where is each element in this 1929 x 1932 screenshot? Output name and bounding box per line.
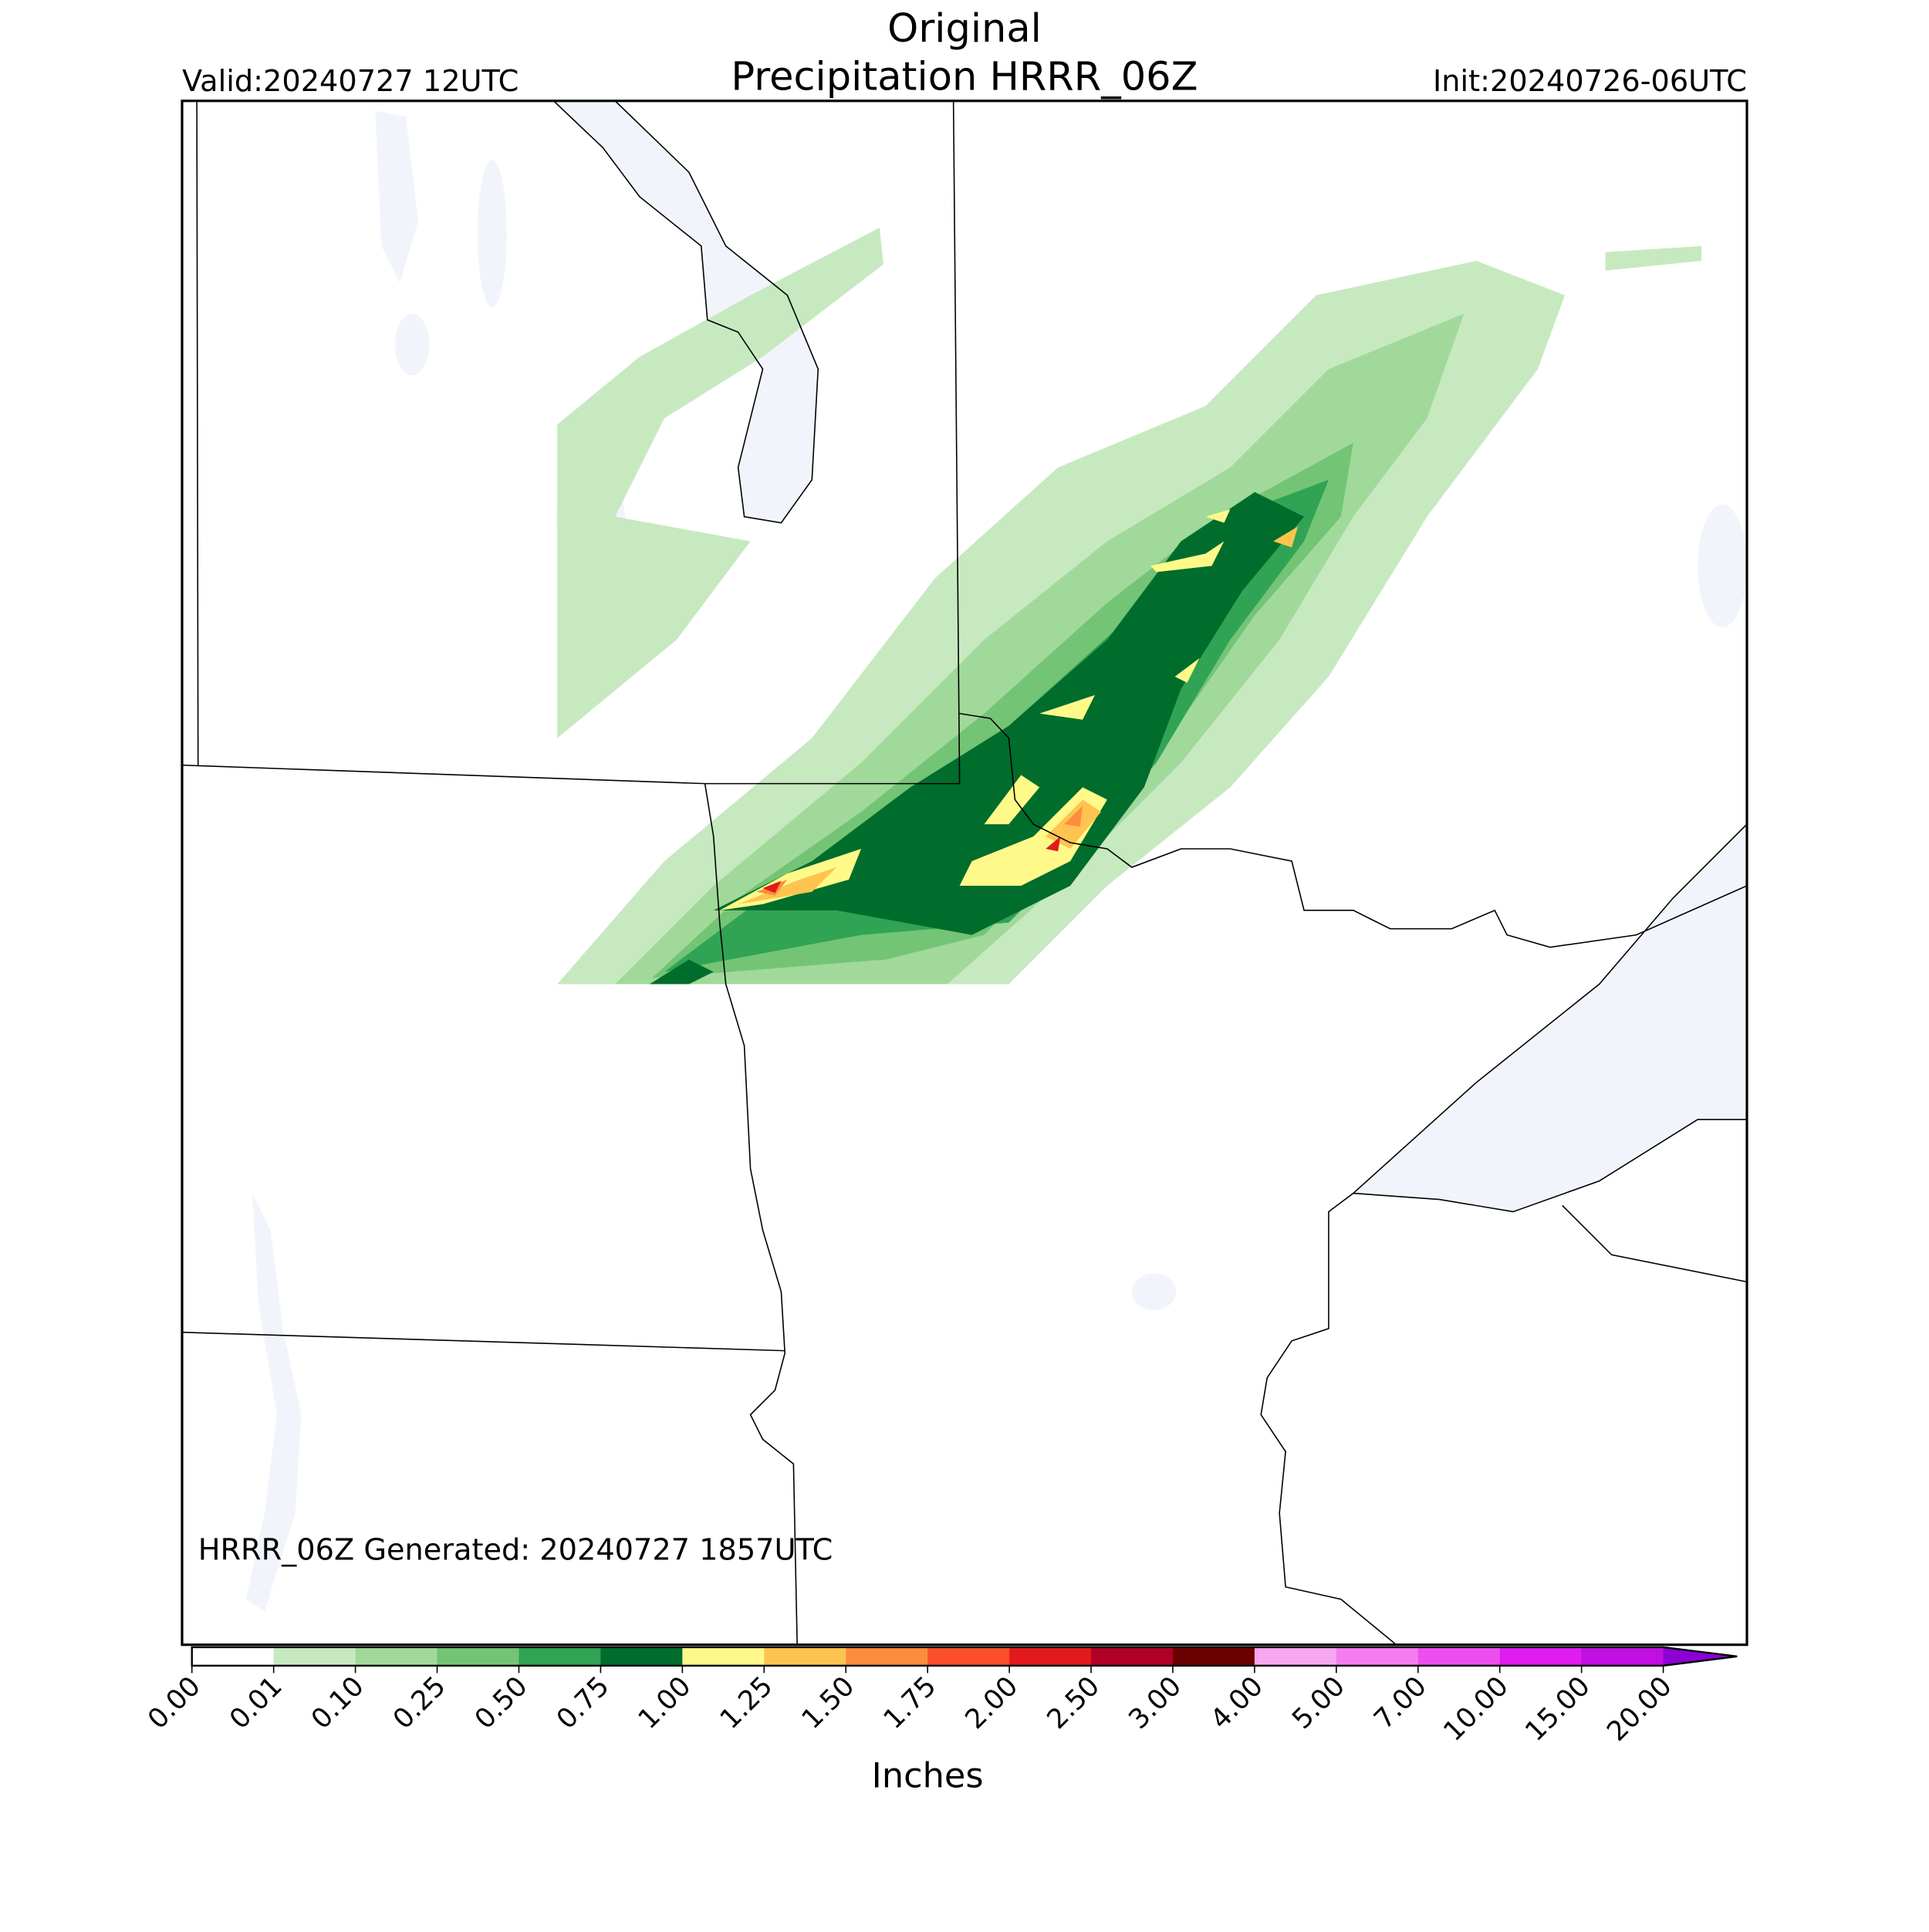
colorbar-segment xyxy=(1172,1647,1255,1666)
colorbar-tick-label: 7.00 xyxy=(1368,1670,1433,1735)
colorbar-tick-label: 0.01 xyxy=(224,1670,289,1735)
colorbar-segment xyxy=(1336,1647,1419,1666)
colorbar-segment xyxy=(1417,1647,1501,1666)
colorbar-segment xyxy=(1254,1647,1337,1666)
colorbar-segment xyxy=(1581,1647,1664,1666)
colorbar-segment xyxy=(191,1647,275,1666)
colorbar-segment xyxy=(927,1647,1010,1666)
colorbar-tick-label: 10.00 xyxy=(1437,1670,1515,1748)
title-line-2: Precipitation HRRR_06Z xyxy=(731,54,1198,100)
colorbar-tick-label: 1.00 xyxy=(632,1670,697,1735)
colorbar-segment xyxy=(682,1647,765,1666)
colorbar-tick-label: 4.00 xyxy=(1204,1670,1269,1735)
colorbar-tick-label: 20.00 xyxy=(1601,1670,1678,1748)
colorbar-tick-label: 0.25 xyxy=(387,1670,451,1735)
colorbar-tick-label: 0.10 xyxy=(306,1670,370,1735)
colorbar-tick-label: 2.00 xyxy=(959,1670,1024,1735)
colorbar-extension xyxy=(1663,1647,1738,1666)
colorbar-tick-label: 2.50 xyxy=(1041,1670,1106,1735)
colorbar-tick-label: 1.75 xyxy=(877,1670,942,1735)
precipitation xyxy=(557,227,1702,985)
lakes xyxy=(245,100,1748,1612)
colorbar-tick-label: 5.00 xyxy=(1286,1670,1351,1735)
colorbar-label: Inches xyxy=(872,1756,984,1796)
borders xyxy=(181,100,1748,1645)
colorbar-outline xyxy=(191,1646,1738,1667)
colorbar-tick-label: 0.50 xyxy=(468,1670,533,1735)
colorbar-segment xyxy=(355,1647,438,1666)
colorbar-segment xyxy=(846,1647,928,1666)
map-frame xyxy=(181,100,1748,1647)
colorbar-tick-label: 15.00 xyxy=(1519,1670,1596,1748)
colorbar-tick-label: 0.75 xyxy=(550,1670,615,1735)
colorbar-segment xyxy=(764,1647,847,1666)
colorbar-tick-label: 1.50 xyxy=(796,1670,860,1735)
map xyxy=(181,100,1748,1645)
colorbar-segment xyxy=(437,1647,520,1666)
colorbar-tick-label: 1.25 xyxy=(714,1670,779,1735)
title-line-1: Original xyxy=(887,6,1042,52)
valid-time: Valid:20240727 12UTC xyxy=(182,64,519,99)
colorbar: 0.00 0.01 0.10 0.25 0.50 0.75 1.00 1.25 1.50 1.75… xyxy=(142,1646,1738,1748)
colorbar-segment xyxy=(1009,1647,1092,1666)
colorbar-segment xyxy=(1091,1647,1174,1666)
colorbar-segment xyxy=(1499,1647,1583,1666)
colorbar-segment xyxy=(519,1647,602,1666)
init-time: Init:20240726-06UTC xyxy=(1433,64,1747,99)
generated-note: HRRR_06Z Generated: 20240727 1857UTC xyxy=(198,1533,833,1568)
colorbar-tick-label: 3.00 xyxy=(1123,1670,1187,1735)
colorbar-segment xyxy=(600,1647,684,1666)
colorbar-segment xyxy=(273,1647,356,1666)
colorbar-tick-label: 0.00 xyxy=(142,1670,207,1735)
